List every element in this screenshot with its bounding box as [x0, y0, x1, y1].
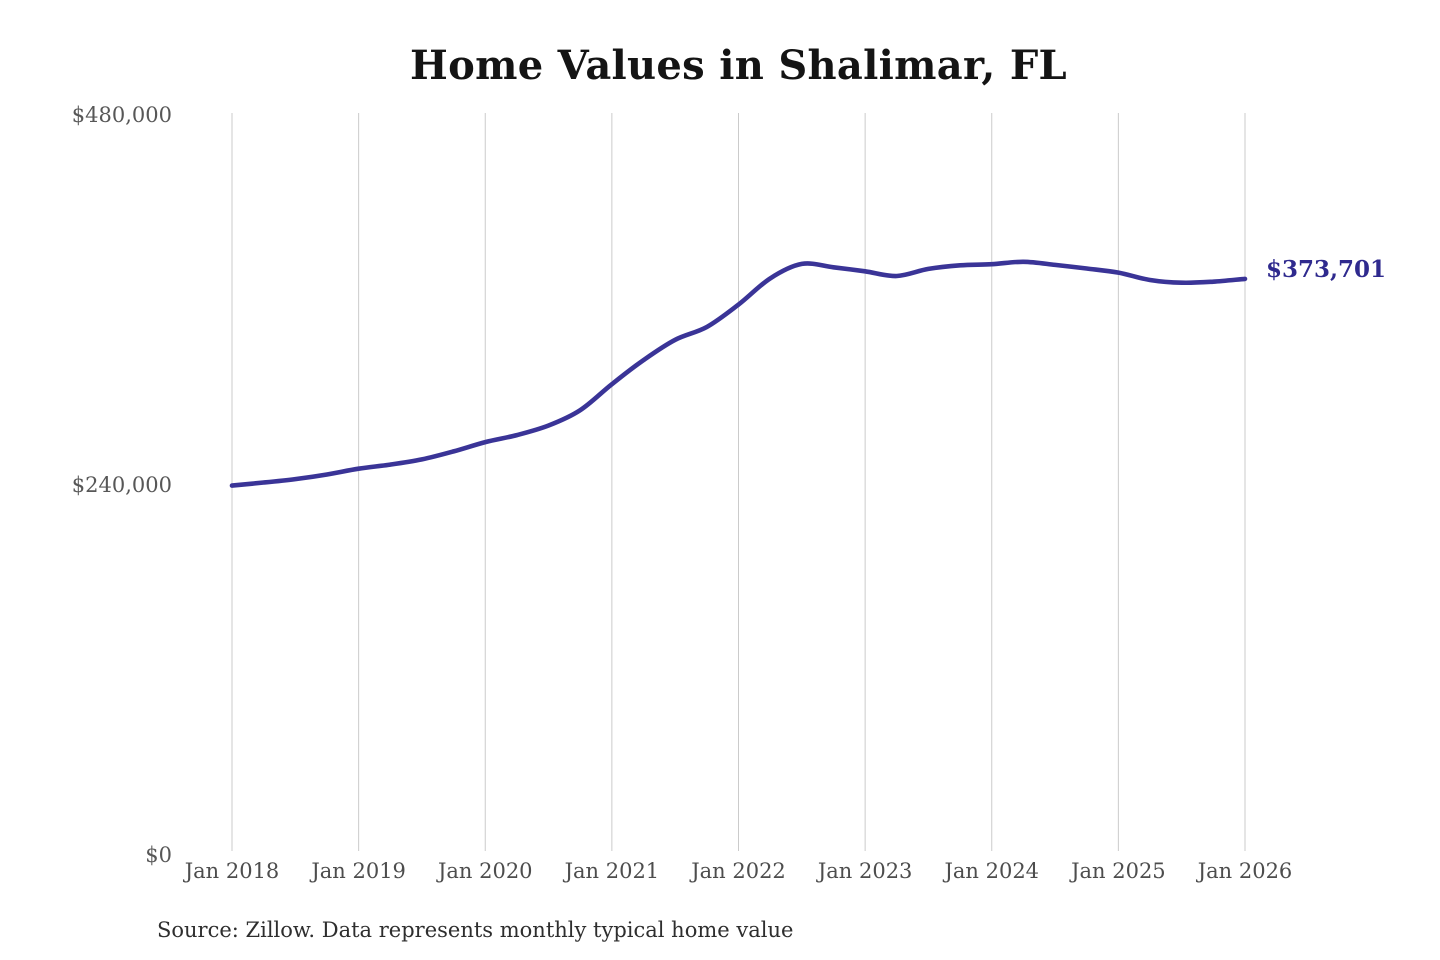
- x-tick-jan-2019: Jan 2019: [311, 859, 406, 883]
- x-tick-jan-2022: Jan 2022: [691, 859, 786, 883]
- x-tick-jan-2026: Jan 2026: [1197, 859, 1293, 883]
- y-tick-480000: $480,000: [71, 103, 172, 127]
- x-tick-jan-2018: Jan 2018: [184, 859, 280, 883]
- home-value-line: [229, 259, 1248, 488]
- y-tick-0: $0: [145, 843, 172, 867]
- x-tick-jan-2023: Jan 2023: [817, 859, 913, 883]
- x-tick-jan-2024: Jan 2024: [944, 859, 1040, 883]
- y-tick-240000: $240,000: [71, 473, 172, 497]
- x-tick-jan-2025: Jan 2025: [1071, 859, 1166, 883]
- vertical-gridlines: [231, 113, 1246, 851]
- latest-value-label: $373,701: [1266, 256, 1387, 283]
- x-tick-jan-2021: Jan 2021: [564, 859, 660, 883]
- x-tick-jan-2020: Jan 2020: [437, 859, 533, 883]
- chart-title: Home Values in Shalimar, FL: [410, 42, 1067, 89]
- source-note: Source: Zillow. Data represents monthly …: [157, 918, 794, 942]
